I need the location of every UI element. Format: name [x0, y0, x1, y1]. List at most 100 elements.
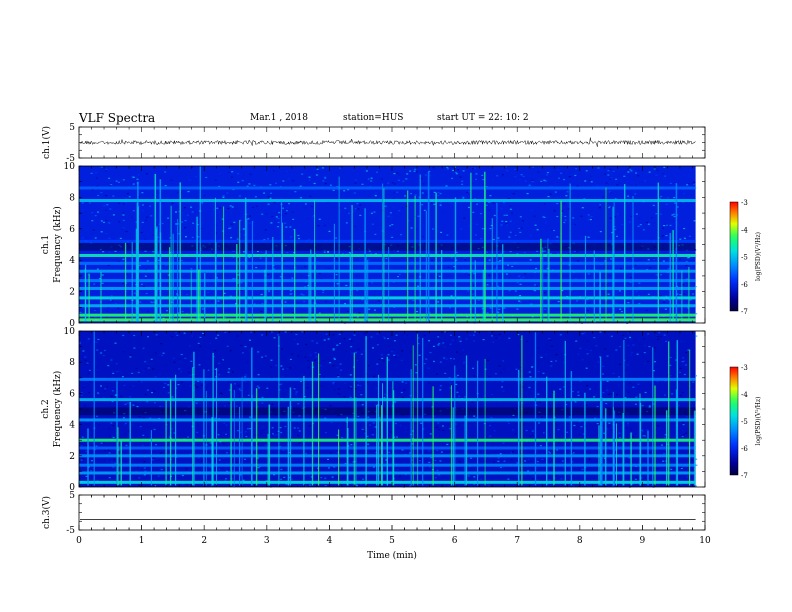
spectrogram-cell	[142, 417, 145, 419]
spectrogram-cell	[609, 217, 612, 219]
spectrogram-cell	[472, 293, 475, 295]
spectrogram-cell	[321, 267, 324, 269]
spectrogram-cell	[336, 375, 339, 377]
spectrogram-cell	[295, 391, 298, 393]
spectrogram-cell	[353, 192, 356, 194]
spectrogram-cell	[372, 347, 374, 349]
spectrogram-cell	[619, 437, 622, 439]
spectrogram-cell	[367, 365, 370, 367]
spectrogram-cell	[218, 374, 221, 376]
spectrogram-cell	[609, 168, 612, 170]
spectrogram-cell	[276, 459, 278, 461]
spectrogram-cell	[686, 184, 689, 186]
spectrogram-cell	[236, 430, 239, 432]
spectrogram-cell	[155, 219, 158, 221]
spectrogram-cell	[206, 301, 209, 303]
spectrogram-cell	[508, 337, 511, 339]
spectrogram-cell	[260, 428, 263, 430]
spectrogram-cell	[407, 442, 410, 444]
spectrogram-cell	[417, 343, 420, 345]
spectrogram-cell	[225, 445, 228, 447]
spectrogram-cell	[260, 432, 263, 434]
spectrogram-cell	[623, 175, 626, 177]
spectrogram-cell	[571, 312, 573, 314]
spectrogram-cell	[317, 225, 320, 227]
y-axis-label: ch.1(V)	[41, 126, 52, 159]
spectrogram-cell	[153, 402, 156, 404]
spectrogram-cell	[393, 340, 396, 342]
spectrogram-cell	[692, 293, 695, 295]
spectrogram-cell	[312, 219, 315, 221]
spectrogram-cell	[166, 198, 169, 200]
colorbar-tick-label: -4	[741, 226, 748, 234]
spectrogram-cell	[465, 338, 468, 340]
spectrogram-cell	[679, 258, 681, 260]
spectrogram-cell	[145, 292, 148, 295]
spectrogram-cell	[441, 402, 444, 404]
spectrogram-cell	[507, 264, 509, 266]
spectrogram-cell	[255, 374, 258, 376]
spectrogram-cell	[145, 205, 148, 207]
spectrogram-cell	[635, 396, 638, 398]
spectrogram-cell	[197, 342, 200, 344]
spectrogram-cell	[112, 195, 115, 197]
spectrogram-cell	[255, 205, 258, 207]
spectrogram-cell	[242, 352, 244, 354]
spectrogram-cell	[169, 237, 172, 239]
spectrogram-cell	[365, 416, 368, 418]
spectrogram-cell	[332, 334, 335, 336]
spectrogram-cell	[142, 209, 144, 212]
spectrogram-cell	[635, 213, 638, 215]
spectrogram-cell	[518, 370, 521, 372]
spectrogram-cell	[205, 176, 208, 179]
spectrogram-cell	[304, 207, 307, 209]
spectrogram-cell	[314, 352, 317, 354]
colorbar	[729, 366, 739, 476]
spectrogram-cell	[362, 350, 365, 352]
spectrogram-cell	[154, 376, 157, 378]
spectrogram-cell	[436, 469, 439, 471]
spectrogram-cell	[520, 174, 523, 176]
spectrogram-cell	[308, 238, 311, 240]
spectrogram-cell	[371, 282, 373, 284]
spectrogram-cell	[115, 363, 118, 365]
spectrogram-cell	[535, 267, 538, 270]
spectrogram-cell	[303, 307, 305, 309]
spectrogram-cell	[546, 174, 548, 176]
spectrogram-cell	[658, 332, 661, 334]
spectrogram-cell	[226, 345, 229, 347]
spectrogram-cell	[228, 450, 231, 452]
spectrogram-cell	[599, 204, 602, 206]
spectrogram-cell	[94, 309, 97, 311]
spectrogram-cell	[318, 345, 320, 347]
spectrogram-cell	[94, 235, 97, 237]
spectrogram-cell	[301, 173, 304, 175]
spectrogram-cell	[461, 183, 464, 185]
spectrogram-cell	[327, 251, 330, 253]
spectrogram-cell	[634, 193, 637, 195]
spectrogram-cell	[249, 416, 252, 418]
spectrogram-cell	[324, 300, 327, 303]
spectrogram-cell	[540, 356, 543, 358]
spectrogram-cell	[269, 197, 272, 199]
spectrogram-cell	[97, 194, 100, 197]
spectrogram-cell	[209, 402, 212, 404]
spectrogram-cell	[331, 476, 334, 478]
spectrogram-cell	[374, 195, 377, 197]
spectrogram-cell	[472, 435, 475, 438]
spectrogram-cell	[501, 174, 504, 176]
spectrogram-cell	[420, 422, 423, 424]
spectrogram-cell	[501, 386, 503, 388]
spectrogram-cell	[454, 321, 457, 323]
spectrogram-cell	[228, 227, 230, 230]
spectrogram-cell	[173, 361, 176, 363]
spectrogram-cell	[113, 458, 116, 460]
spectrogram-cell	[265, 213, 268, 215]
spectrogram-cell	[404, 473, 407, 476]
spectrogram-cell	[289, 358, 292, 360]
spectrogram-cell	[105, 232, 108, 235]
spectrogram-cell	[236, 335, 239, 337]
spectrogram-cell	[332, 381, 335, 383]
spectrogram-cell	[290, 478, 293, 480]
